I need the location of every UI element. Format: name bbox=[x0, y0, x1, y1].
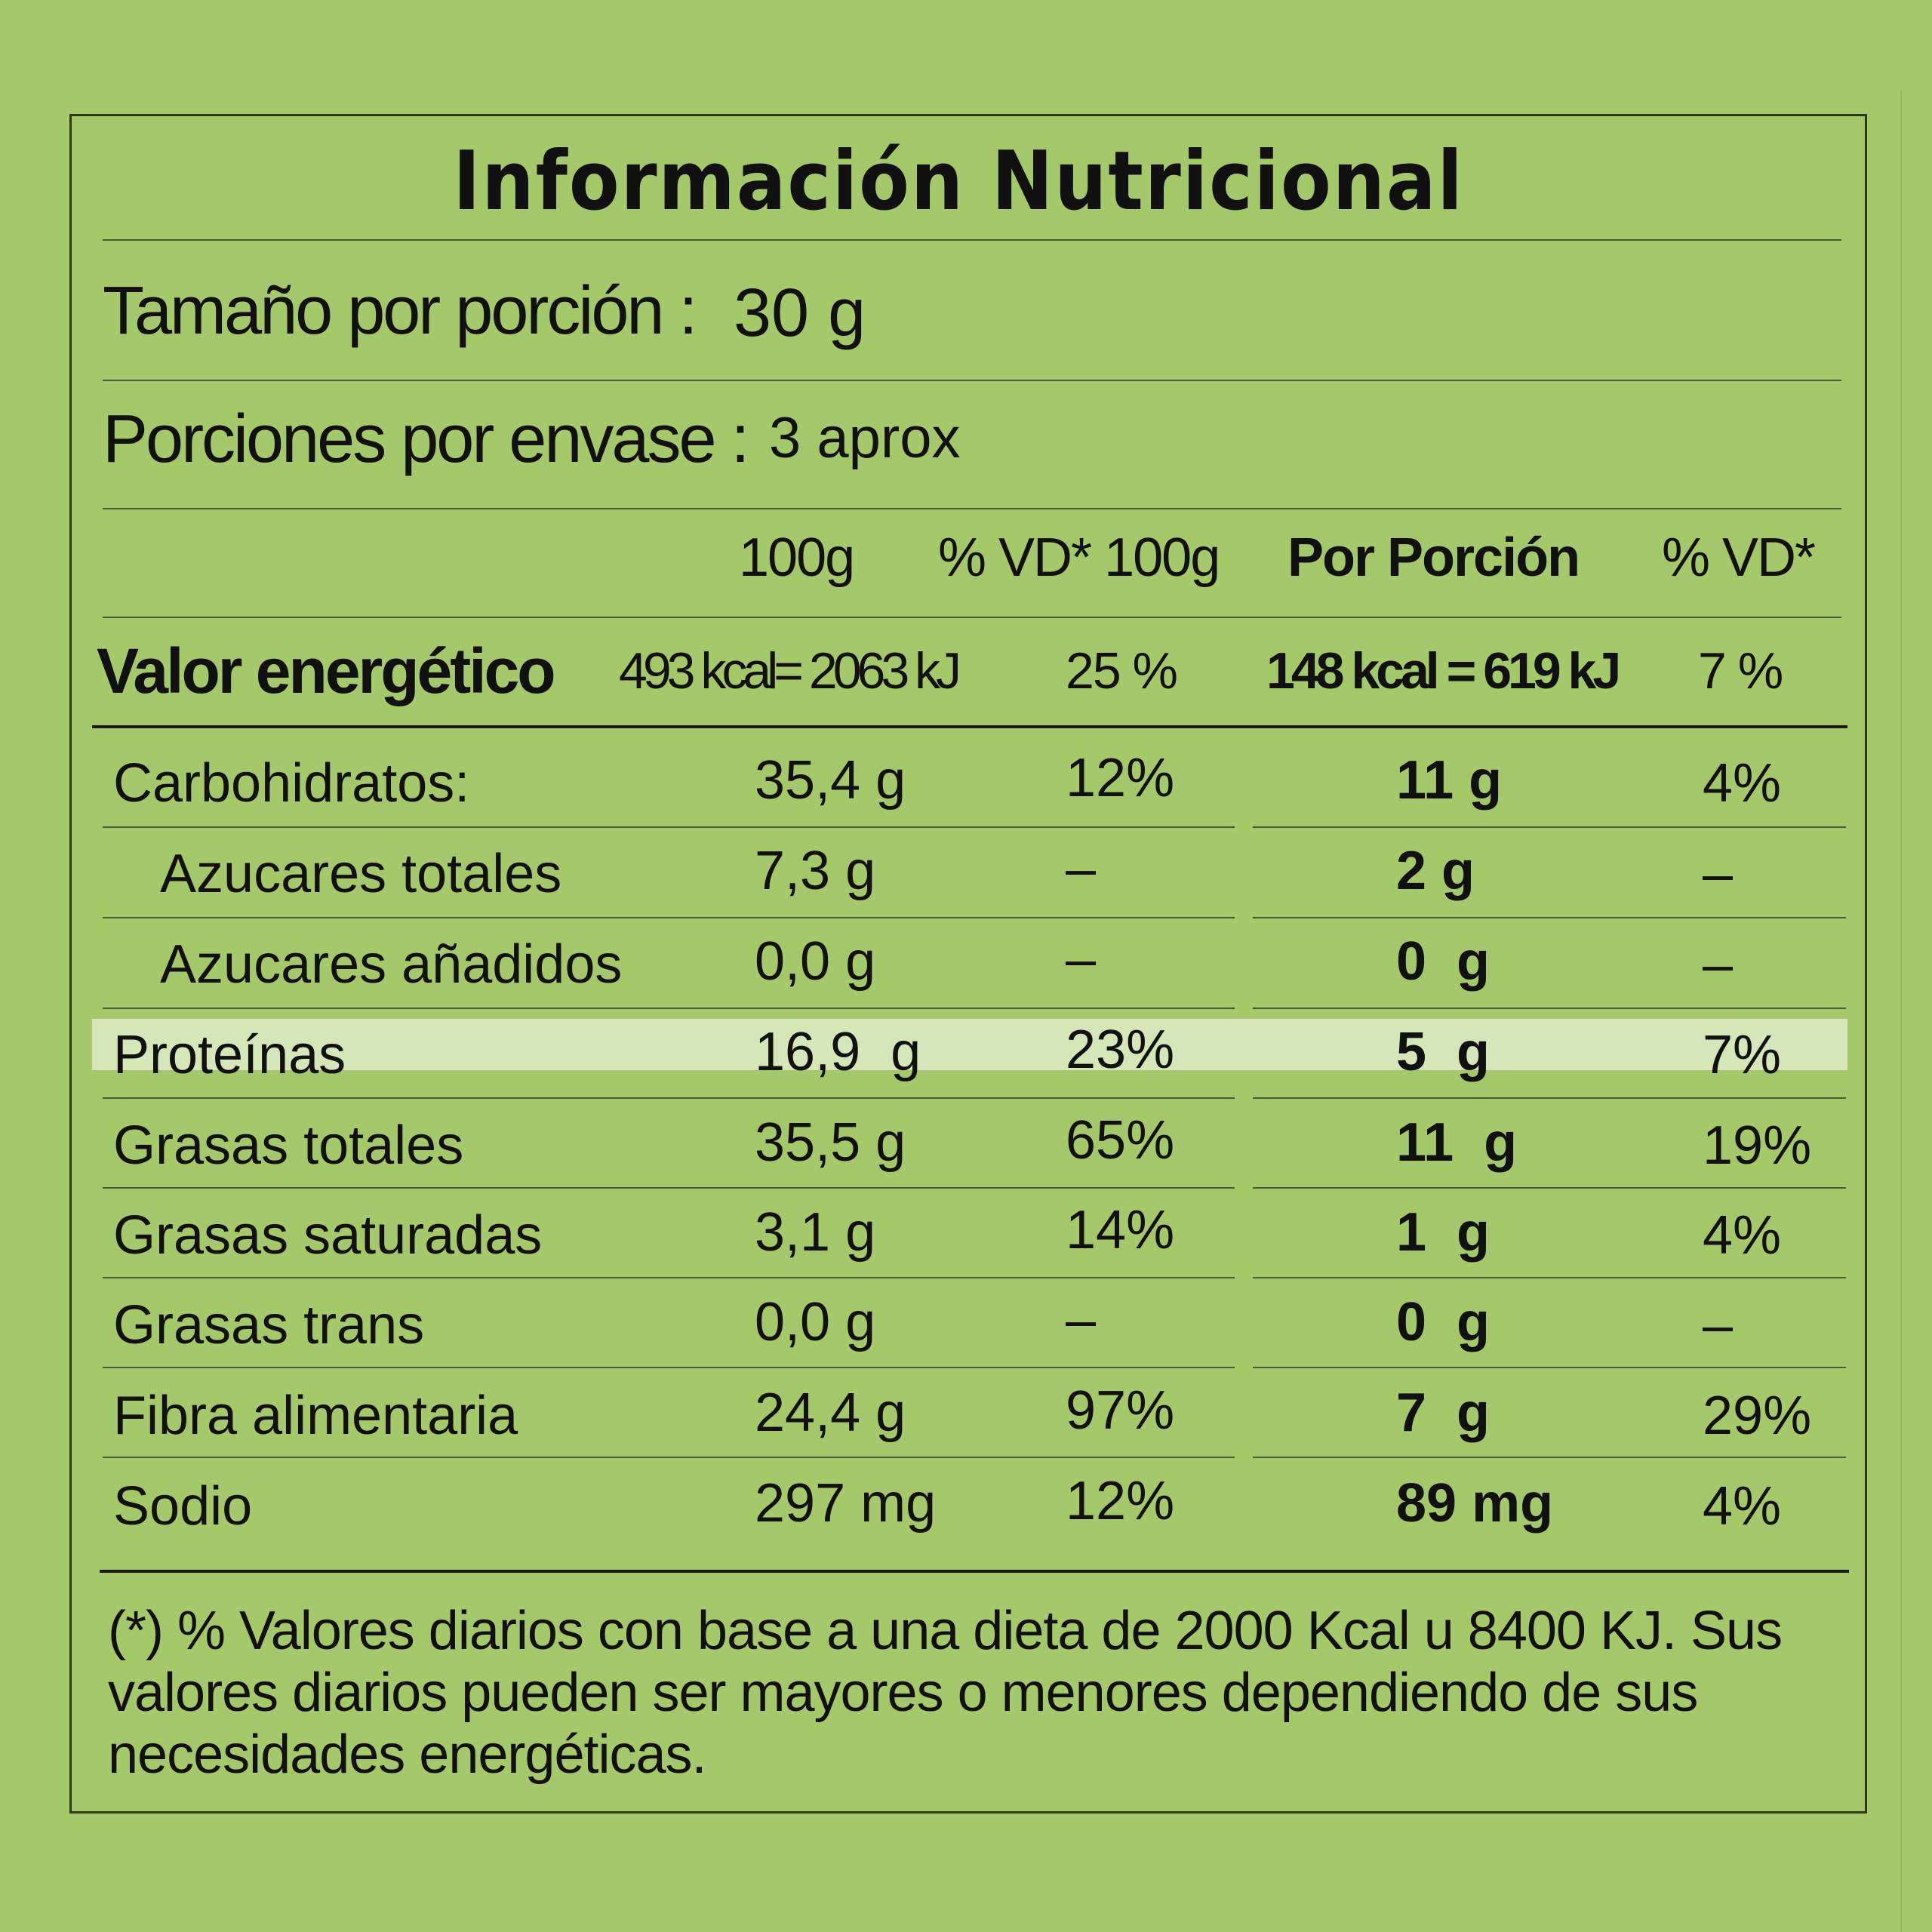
nutrient-name: Sodio bbox=[113, 1476, 253, 1537]
servings-value: 3 aprox bbox=[769, 406, 961, 470]
nutrient-vd-portion: 4% bbox=[1703, 1476, 1782, 1537]
nutrient-vd100: – bbox=[1066, 929, 1097, 989]
nutrient-vd-portion: 4% bbox=[1703, 753, 1782, 814]
nutrient-portion: 89 mg bbox=[1396, 1473, 1554, 1534]
divider bbox=[103, 1097, 1235, 1099]
col-header-vd-100g: % VD* 100g bbox=[938, 528, 1220, 588]
divider-thick bbox=[92, 725, 1847, 728]
energy-label: Valor energético bbox=[97, 635, 556, 706]
nutrient-vd-portion: 19% bbox=[1703, 1115, 1812, 1176]
panel-title: Información Nutricional bbox=[453, 134, 1464, 229]
nutrient-per100: 24,4 g bbox=[755, 1383, 906, 1443]
divider bbox=[103, 1457, 1235, 1458]
divider bbox=[103, 826, 1235, 828]
nutrient-name: Carbohidratos: bbox=[113, 753, 470, 814]
nutrient-vd-portion: – bbox=[1703, 1295, 1734, 1355]
energy-per100: 493 kcal= 2063 kJ bbox=[619, 642, 961, 700]
servings-label: Porciones por envase : bbox=[103, 401, 750, 477]
divider bbox=[103, 1187, 1235, 1189]
nutrient-vd100: – bbox=[1066, 1290, 1097, 1350]
divider bbox=[1253, 826, 1846, 828]
divider-thick bbox=[100, 1570, 1849, 1573]
nutrition-panel bbox=[69, 114, 1867, 1814]
energy-vd100: 25 % bbox=[1066, 642, 1178, 700]
divider bbox=[1253, 917, 1846, 918]
nutrient-vd-portion: 29% bbox=[1703, 1386, 1812, 1446]
nutrient-portion: 7 g bbox=[1396, 1383, 1491, 1443]
nutrient-per100: 0,0 g bbox=[755, 1292, 876, 1352]
col-header-100g: 100g bbox=[739, 528, 855, 588]
nutrient-vd-portion: – bbox=[1703, 844, 1734, 904]
nutrient-name: Grasas trans bbox=[113, 1295, 425, 1355]
nutrient-vd-portion: – bbox=[1703, 934, 1734, 995]
energy-vd-portion: 7 % bbox=[1698, 642, 1783, 700]
nutrient-name: Azucares totales bbox=[160, 844, 562, 904]
nutrient-vd100: – bbox=[1066, 838, 1097, 899]
divider bbox=[103, 917, 1235, 918]
nutrient-vd100: 12% bbox=[1066, 1471, 1175, 1531]
divider bbox=[103, 1277, 1235, 1278]
divider bbox=[1253, 1457, 1846, 1458]
protein-row-highlight bbox=[92, 1019, 1847, 1070]
nutrient-vd-portion: 4% bbox=[1703, 1205, 1782, 1266]
nutrient-vd100: 12% bbox=[1066, 748, 1175, 808]
nutrient-portion: 5 g bbox=[1396, 1022, 1491, 1082]
nutrient-name: Grasas totales bbox=[113, 1115, 464, 1176]
nutrient-name: Azucares añadidos bbox=[160, 934, 623, 995]
divider bbox=[103, 380, 1841, 381]
nutrient-name: Fibra alimentaria bbox=[113, 1386, 518, 1446]
nutrient-portion: 11 g bbox=[1396, 750, 1503, 811]
footnote: (*) % Valores diarios con base a una die… bbox=[108, 1601, 1783, 1785]
divider bbox=[103, 1367, 1235, 1368]
divider bbox=[1253, 1187, 1846, 1189]
serving-size-label: Tamaño por porción : bbox=[103, 273, 697, 349]
col-header-portion: Por Porción bbox=[1287, 528, 1580, 588]
nutrient-vd100: 14% bbox=[1066, 1200, 1175, 1260]
divider bbox=[1253, 1097, 1846, 1099]
divider bbox=[103, 239, 1841, 241]
serving-size-value: 30 g bbox=[734, 275, 866, 351]
nutrient-name: Grasas saturadas bbox=[113, 1205, 543, 1266]
nutrient-portion: 0 g bbox=[1396, 931, 1491, 992]
divider bbox=[1253, 1277, 1846, 1278]
divider bbox=[103, 1008, 1235, 1009]
divider bbox=[103, 617, 1841, 618]
col-header-vd-portion: % VD* bbox=[1662, 528, 1816, 588]
divider bbox=[1253, 1008, 1846, 1009]
nutrient-per100: 35,4 g bbox=[755, 750, 906, 811]
nutrient-name: Proteínas bbox=[113, 1025, 346, 1085]
nutrient-per100: 3,1 g bbox=[755, 1202, 876, 1263]
nutrient-portion: 2 g bbox=[1396, 841, 1475, 901]
nutrient-per100: 35,5 g bbox=[755, 1112, 906, 1173]
nutrient-per100: 16,9 g bbox=[755, 1022, 921, 1082]
nutrient-per100: 297 mg bbox=[755, 1473, 937, 1534]
nutrient-per100: 7,3 g bbox=[755, 841, 876, 901]
nutrient-vd100: 97% bbox=[1066, 1380, 1175, 1441]
nutrient-per100: 0,0 g bbox=[755, 931, 876, 992]
divider bbox=[1253, 1367, 1846, 1368]
nutrient-portion: 0 g bbox=[1396, 1292, 1491, 1352]
energy-portion: 148 kcal = 619 kJ bbox=[1266, 642, 1621, 700]
nutrient-vd100: 23% bbox=[1066, 1020, 1175, 1080]
nutrient-portion: 1 g bbox=[1396, 1202, 1491, 1263]
nutrient-portion: 11 g bbox=[1396, 1112, 1518, 1173]
divider bbox=[103, 508, 1841, 509]
nutrient-vd-portion: 7% bbox=[1703, 1025, 1782, 1085]
edge-line bbox=[1900, 91, 1902, 1932]
nutrient-vd100: 65% bbox=[1066, 1110, 1175, 1171]
